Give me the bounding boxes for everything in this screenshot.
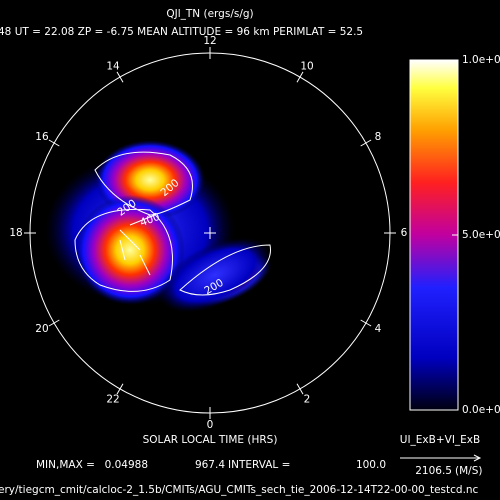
polar-plot bbox=[29, 52, 391, 414]
lt-tick bbox=[360, 139, 372, 147]
lt-tick-label: 16 bbox=[35, 131, 49, 143]
file-path: ery/tiegcm_cmit/calcloc-2_1.5b/CMITs/AGU… bbox=[0, 484, 479, 496]
pole-marker bbox=[204, 227, 216, 239]
colorbar-tick-label: 5.0e+02 bbox=[462, 229, 500, 241]
lt-tick-label: 2 bbox=[304, 393, 311, 405]
chart-subtitle: 48 UT = 22.08 ZP = -6.75 MEAN ALTITUDE =… bbox=[0, 26, 363, 38]
vector-ref: 2106.5 bbox=[415, 465, 452, 477]
minmax-label: MIN,MAX = bbox=[36, 459, 95, 471]
interval-value: 100.0 bbox=[356, 459, 386, 471]
lt-tick-label: 8 bbox=[375, 131, 382, 143]
min-value: 0.04988 bbox=[105, 459, 148, 471]
contour bbox=[74, 151, 271, 296]
lt-tick bbox=[116, 383, 124, 395]
lt-tick bbox=[360, 319, 372, 327]
reference-arrow-head bbox=[473, 454, 482, 462]
vector bbox=[119, 214, 156, 276]
colorbar bbox=[409, 59, 459, 411]
blob bbox=[75, 195, 185, 305]
colorbar-tick-label: 1.0e+03 bbox=[462, 54, 500, 66]
lt-tick bbox=[48, 319, 60, 327]
max-value: 967.4 bbox=[195, 459, 225, 471]
lt-tick-label: 0 bbox=[207, 419, 214, 431]
lt-tick-label: 20 bbox=[35, 323, 48, 335]
chart-title: QJl_TN (ergs/s/g) bbox=[166, 8, 253, 20]
lt-tick-label: 4 bbox=[375, 323, 382, 335]
lt-tick bbox=[48, 139, 60, 147]
lt-tick bbox=[296, 383, 304, 395]
lt-tick bbox=[296, 71, 304, 83]
lt-tick-label: 6 bbox=[401, 227, 408, 239]
lt-tick-label: 12 bbox=[203, 35, 216, 47]
lt-tick bbox=[116, 71, 124, 83]
x-axis-label: SOLAR LOCAL TIME (HRS) bbox=[143, 434, 278, 446]
colorbar-tick-label: 0.0e+00 bbox=[462, 404, 500, 416]
lt-tick-label: 10 bbox=[300, 61, 313, 73]
blob bbox=[159, 237, 271, 313]
lt-tick-label: 18 bbox=[9, 227, 22, 239]
lt-tick-label: 22 bbox=[106, 393, 119, 405]
lt-tick-label: 14 bbox=[106, 61, 120, 73]
vector-label: UI_ExB+VI_ExB bbox=[400, 434, 480, 446]
interval-label: INTERVAL = bbox=[228, 459, 290, 471]
vector-unit: (M/S) bbox=[455, 465, 482, 477]
